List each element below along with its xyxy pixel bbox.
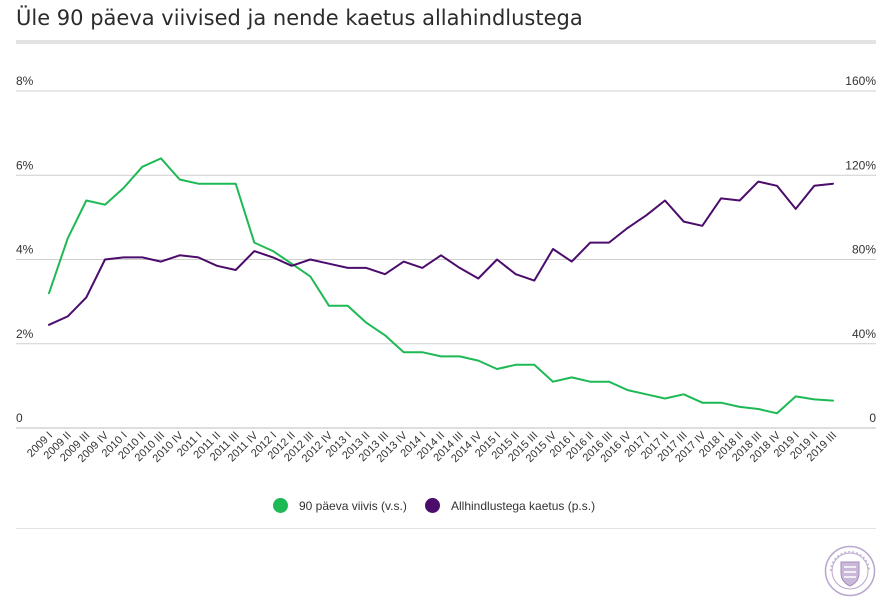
right-tick-label: 120%	[845, 158, 876, 172]
series-line-kaetus	[48, 180, 834, 326]
chart-title: Üle 90 päeva viivised ja nende kaetus al…	[16, 6, 583, 30]
left-tick-label: 6%	[16, 158, 34, 172]
series-line-viivis	[48, 157, 834, 415]
left-tick-label: 4%	[16, 243, 34, 257]
right-axis-ticks: 160% 120% 80% 40% 0	[845, 74, 876, 425]
eesti-pank-logo	[824, 545, 876, 597]
left-tick-label: 2%	[16, 327, 34, 341]
right-tick-label: 80%	[852, 243, 876, 257]
right-tick-label: 0	[869, 411, 876, 425]
left-tick-label: 0	[16, 411, 23, 425]
title-divider	[16, 40, 876, 44]
legend-label: Allhindlustega kaetus (p.s.)	[451, 498, 596, 513]
right-tick-label: 160%	[845, 74, 876, 88]
left-axis-ticks: 8% 6% 4% 2% 0	[16, 74, 34, 425]
legend-item-viivis[interactable]: 90 päeva viivis (v.s.)	[273, 498, 407, 513]
right-tick-label: 40%	[852, 327, 876, 341]
legend-label: 90 päeva viivis (v.s.)	[299, 498, 407, 513]
legend-item-kaetus[interactable]: Allhindlustega kaetus (p.s.)	[425, 498, 595, 513]
legend-swatch-green	[273, 498, 288, 513]
left-tick-label: 8%	[16, 74, 34, 88]
footer-divider	[16, 528, 876, 529]
series-lines	[48, 157, 834, 415]
legend-swatch-purple	[425, 498, 440, 513]
legend: 90 päeva viivis (v.s.) Allhindlustega ka…	[0, 498, 892, 520]
